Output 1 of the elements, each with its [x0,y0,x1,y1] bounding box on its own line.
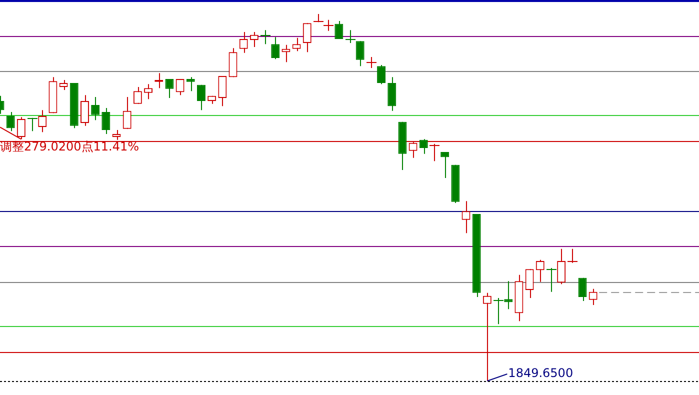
annotation: 1849.6500 [508,366,574,380]
